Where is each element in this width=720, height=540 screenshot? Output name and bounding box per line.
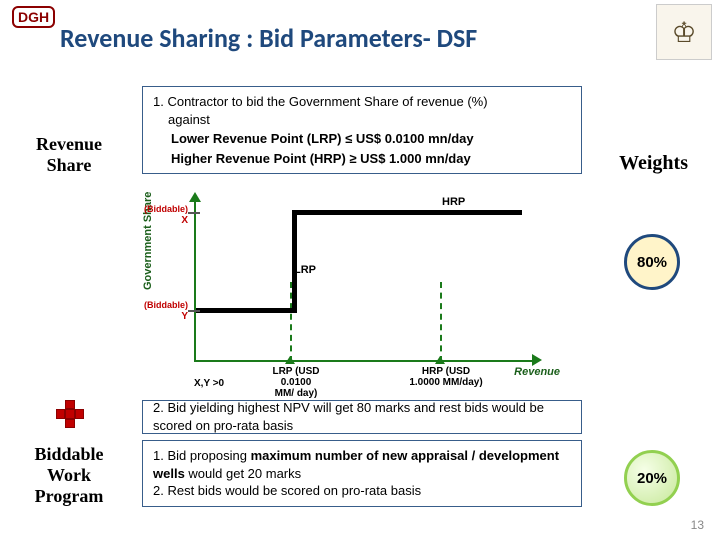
chart-axis-x (194, 360, 534, 362)
box3-l1-post: would get 20 marks (185, 466, 301, 481)
box1-hrp: Higher Revenue Point (HRP) ≥ US$ 1.000 m… (171, 151, 471, 166)
chart-biddable-x: (Biddable) X (144, 204, 188, 226)
chart-bid-x-val: X (181, 215, 188, 226)
chart-seg-step (292, 210, 297, 313)
box3-line2: 2. Rest bids would be scored on pro-rata… (153, 482, 571, 500)
chart-bid-y-title: (Biddable) (144, 300, 188, 310)
box3-line1: 1. Bid proposing maximum number of new a… (153, 447, 571, 482)
chart-tick-lrp-l1: LRP (USD 0.0100 (272, 366, 319, 388)
chart-tick-label-lrp: LRP (USD 0.0100 MM/ day) (256, 366, 336, 399)
chart-vtick-hrp (440, 282, 442, 362)
slide-title: Revenue Sharing : Bid Parameters- DSF (60, 22, 477, 54)
weight-badge-80: 80% (624, 234, 680, 290)
chart-axis-y (194, 198, 196, 360)
chart-htick-x (188, 212, 200, 214)
chart-bid-y-val: Y (181, 311, 188, 322)
chart-biddable-y: (Biddable) Y (144, 300, 188, 322)
slide-number: 13 (691, 518, 704, 532)
box2-text: 2. Bid yielding highest NPV will get 80 … (153, 399, 571, 434)
chart-tick-triangle-hrp (435, 356, 445, 364)
chart-x-label: Revenue (514, 366, 560, 378)
chart-tick-hrp-l2: 1.0000 MM/day) (409, 377, 482, 388)
box-npv: 2. Bid yielding highest NPV will get 80 … (142, 400, 582, 434)
chart-hrp-top: HRP (442, 196, 465, 208)
chart-arrow-x (532, 354, 542, 366)
chart-arrow-y (189, 192, 201, 202)
section-label-biddable: Biddable Work Program (14, 444, 124, 507)
chart-tick-triangle-lrp (285, 356, 295, 364)
chart-seg-low (196, 308, 292, 313)
box1-line1a: 1. Contractor to bid the Government Shar… (153, 93, 571, 111)
plus-icon (56, 400, 84, 428)
weights-heading: Weights (619, 152, 688, 175)
chart-tick-hrp-l1: HRP (USD (422, 366, 470, 377)
logo-left: DGH (12, 6, 55, 28)
chart-tick-label-hrp: HRP (USD 1.0000 MM/day) (406, 366, 486, 388)
box1-lrp: Lower Revenue Point (LRP) ≤ US$ 0.0100 m… (171, 131, 474, 146)
box-work-program: 1. Bid proposing maximum number of new a… (142, 440, 582, 507)
chart-bid-x-title: (Biddable) (144, 204, 188, 214)
chart-note: X,Y >0 (194, 378, 224, 389)
box1-line1b: against (168, 111, 571, 129)
chart-seg-high (292, 210, 442, 215)
emblem-icon: ♔ (656, 4, 712, 60)
chart-htick-y (188, 310, 200, 312)
weight-badge-20: 20% (624, 450, 680, 506)
chart-seg-tail (442, 210, 522, 215)
revenue-chart: Government Share Revenue LRP (USD 0.0100… (150, 196, 570, 386)
box-revenue-share: 1. Contractor to bid the Government Shar… (142, 86, 582, 174)
chart-tick-lrp-l2: MM/ day) (275, 388, 318, 399)
chart-lrp-mid: LRP (294, 264, 316, 276)
box3-l1-pre: 1. Bid proposing (153, 448, 251, 463)
section-label-revenue: Revenue Share (14, 134, 124, 176)
